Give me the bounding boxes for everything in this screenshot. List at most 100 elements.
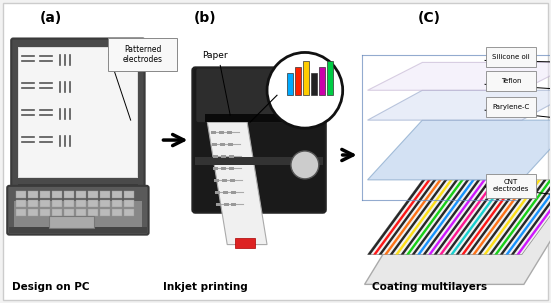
Bar	[52, 209, 62, 216]
Polygon shape	[494, 180, 551, 255]
Bar	[52, 191, 62, 198]
Bar	[229, 167, 234, 170]
Bar	[16, 209, 26, 216]
Bar	[206, 114, 313, 122]
Polygon shape	[511, 180, 551, 255]
Bar	[224, 203, 229, 206]
Polygon shape	[207, 122, 267, 245]
Polygon shape	[467, 180, 525, 255]
Polygon shape	[500, 180, 551, 255]
Polygon shape	[368, 90, 551, 120]
Polygon shape	[489, 180, 547, 255]
Bar	[196, 157, 323, 165]
Circle shape	[291, 151, 319, 179]
Bar	[88, 209, 98, 216]
Bar	[100, 191, 110, 198]
Bar	[213, 155, 218, 158]
Bar	[88, 200, 98, 207]
Bar	[211, 131, 217, 134]
Bar	[64, 209, 74, 216]
Polygon shape	[368, 180, 425, 255]
FancyBboxPatch shape	[11, 38, 144, 187]
FancyBboxPatch shape	[486, 72, 536, 91]
Bar	[40, 200, 50, 207]
Bar	[16, 200, 26, 207]
Polygon shape	[395, 180, 453, 255]
Bar	[40, 209, 50, 216]
Bar	[287, 73, 293, 95]
FancyBboxPatch shape	[108, 38, 177, 72]
Bar	[9, 227, 147, 233]
Bar	[227, 131, 232, 134]
Bar	[303, 62, 309, 95]
Text: Design on PC: Design on PC	[12, 282, 90, 292]
Bar	[14, 201, 142, 228]
Text: Teflon: Teflon	[501, 78, 521, 84]
Bar	[229, 155, 234, 158]
FancyBboxPatch shape	[486, 97, 536, 117]
Bar	[16, 191, 26, 198]
Polygon shape	[373, 180, 431, 255]
Bar	[295, 67, 301, 95]
Bar	[64, 191, 74, 198]
FancyBboxPatch shape	[486, 48, 536, 67]
Polygon shape	[384, 180, 442, 255]
Polygon shape	[483, 180, 541, 255]
Polygon shape	[445, 180, 503, 255]
Bar	[64, 200, 74, 207]
Bar	[231, 191, 236, 194]
Polygon shape	[235, 238, 255, 248]
FancyBboxPatch shape	[7, 186, 149, 235]
Polygon shape	[368, 180, 551, 255]
Polygon shape	[456, 180, 514, 255]
Bar	[100, 209, 110, 216]
Polygon shape	[516, 180, 551, 255]
Text: Parylene-C: Parylene-C	[492, 104, 530, 110]
Bar	[213, 167, 218, 170]
Polygon shape	[505, 180, 551, 255]
Bar	[28, 191, 38, 198]
Text: (a): (a)	[40, 11, 62, 25]
Polygon shape	[390, 180, 447, 255]
Polygon shape	[379, 180, 436, 255]
Text: Paper: Paper	[202, 52, 228, 60]
Polygon shape	[423, 180, 480, 255]
Polygon shape	[412, 180, 469, 255]
Bar	[327, 62, 333, 95]
Bar	[223, 191, 228, 194]
Polygon shape	[368, 62, 551, 90]
Text: Silicone oil: Silicone oil	[492, 55, 530, 60]
Polygon shape	[406, 180, 464, 255]
Polygon shape	[368, 120, 551, 180]
Bar	[123, 209, 134, 216]
Text: Inkjet printing: Inkjet printing	[163, 282, 248, 292]
Bar	[28, 209, 38, 216]
Polygon shape	[478, 180, 536, 255]
Bar	[88, 191, 98, 198]
Polygon shape	[461, 180, 519, 255]
Bar	[40, 191, 50, 198]
Bar	[319, 67, 325, 95]
Bar	[28, 200, 38, 207]
Polygon shape	[450, 180, 508, 255]
Bar	[228, 143, 233, 146]
Bar	[222, 179, 227, 182]
Bar	[231, 203, 236, 206]
Bar	[76, 209, 86, 216]
Bar	[100, 200, 110, 207]
Text: (C): (C)	[418, 11, 441, 25]
Bar	[49, 216, 94, 228]
FancyBboxPatch shape	[196, 68, 322, 122]
Bar	[19, 48, 137, 177]
Bar	[76, 191, 86, 198]
Bar	[212, 143, 217, 146]
Text: (b): (b)	[194, 11, 217, 25]
FancyBboxPatch shape	[192, 67, 326, 213]
Bar	[112, 209, 122, 216]
Polygon shape	[434, 180, 491, 255]
Polygon shape	[365, 195, 551, 285]
Bar	[215, 203, 220, 206]
Text: CNT
electrodes: CNT electrodes	[493, 179, 529, 192]
Polygon shape	[428, 180, 486, 255]
Bar	[215, 191, 220, 194]
